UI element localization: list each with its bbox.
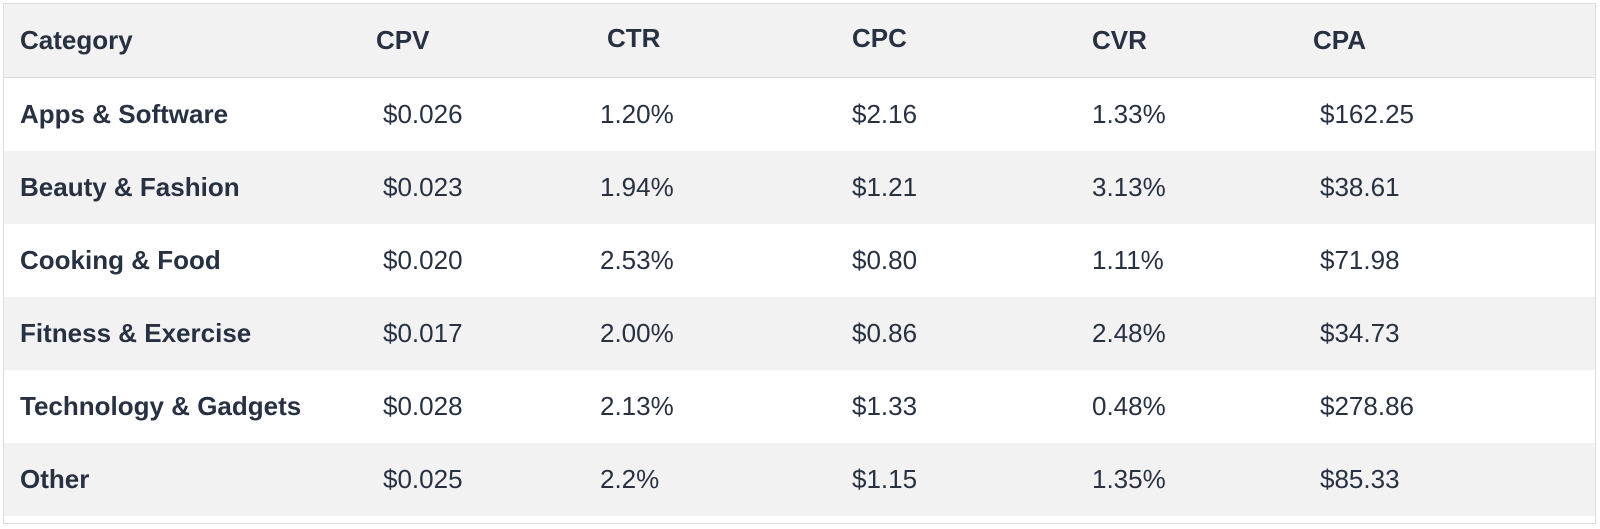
category-cell: Beauty & Fashion — [20, 172, 240, 202]
table-row: Cooking & Food $0.020 2.53% $0.80 1.11% … — [4, 224, 1595, 297]
cpc-cell: $2.16 — [852, 99, 918, 129]
header-cvr: CVR — [1092, 25, 1147, 55]
cpv-cell: $0.026 — [383, 99, 463, 129]
cvr-cell: 1.11% — [1092, 245, 1164, 275]
ctr-cell: 2.2% — [600, 464, 660, 494]
cvr-cell: 1.35% — [1092, 464, 1166, 494]
ctr-cell: 1.94% — [600, 172, 674, 202]
category-cell: Fitness & Exercise — [20, 318, 252, 348]
header-ctr: CTR — [607, 23, 661, 53]
cpa-cell: $85.33 — [1320, 464, 1400, 494]
table-row: Fitness & Exercise $0.017 2.00% $0.86 2.… — [4, 297, 1595, 370]
cpc-cell: $1.21 — [852, 172, 918, 202]
header-cpc: CPC — [852, 23, 907, 53]
cpc-cell: $1.33 — [852, 391, 918, 421]
category-cell: Other — [20, 464, 90, 494]
cpc-cell: $0.86 — [852, 318, 918, 348]
cpa-cell: $38.61 — [1320, 172, 1400, 202]
cvr-cell: 2.48% — [1092, 318, 1166, 348]
ctr-cell: 1.20% — [600, 99, 674, 129]
cpv-cell: $0.017 — [383, 318, 463, 348]
cpa-cell: $278.86 — [1320, 391, 1414, 421]
category-cell: Apps & Software — [20, 99, 229, 129]
cpv-cell: $0.020 — [383, 245, 463, 275]
header-cpa: CPA — [1313, 25, 1366, 55]
cpv-cell: $0.025 — [383, 464, 463, 494]
ctr-cell: 2.13% — [600, 391, 674, 421]
table-row: Technology & Gadgets $0.028 2.13% $1.33 … — [4, 370, 1595, 443]
cpc-cell: $0.80 — [852, 245, 918, 275]
cpv-cell: $0.028 — [383, 391, 463, 421]
category-cell: Cooking & Food — [20, 245, 221, 275]
cvr-cell: 3.13% — [1092, 172, 1166, 202]
cpa-cell: $71.98 — [1320, 245, 1400, 275]
ctr-cell: 2.00% — [600, 318, 674, 348]
cvr-cell: 1.33% — [1092, 99, 1166, 129]
table-header-row: Category CPV CTR CPC CVR CPA — [4, 4, 1595, 78]
cvr-cell: 0.48% — [1092, 391, 1166, 421]
cpa-cell: $34.73 — [1320, 318, 1400, 348]
metrics-table: Category CPV CTR CPC CVR CPA Apps & Soft… — [3, 3, 1596, 524]
category-cell: Technology & Gadgets — [20, 391, 302, 421]
cpc-cell: $1.15 — [852, 464, 918, 494]
table-row: Other $0.025 2.2% $1.15 1.35% $85.33 — [4, 443, 1595, 516]
cpv-cell: $0.023 — [383, 172, 463, 202]
table-row: Apps & Software $0.026 1.20% $2.16 1.33%… — [4, 78, 1595, 151]
table-row: Beauty & Fashion $0.023 1.94% $1.21 3.13… — [4, 151, 1595, 224]
ctr-cell: 2.53% — [600, 245, 674, 275]
header-cpv: CPV — [376, 25, 430, 55]
header-category: Category — [20, 25, 133, 55]
cpa-cell: $162.25 — [1320, 99, 1414, 129]
